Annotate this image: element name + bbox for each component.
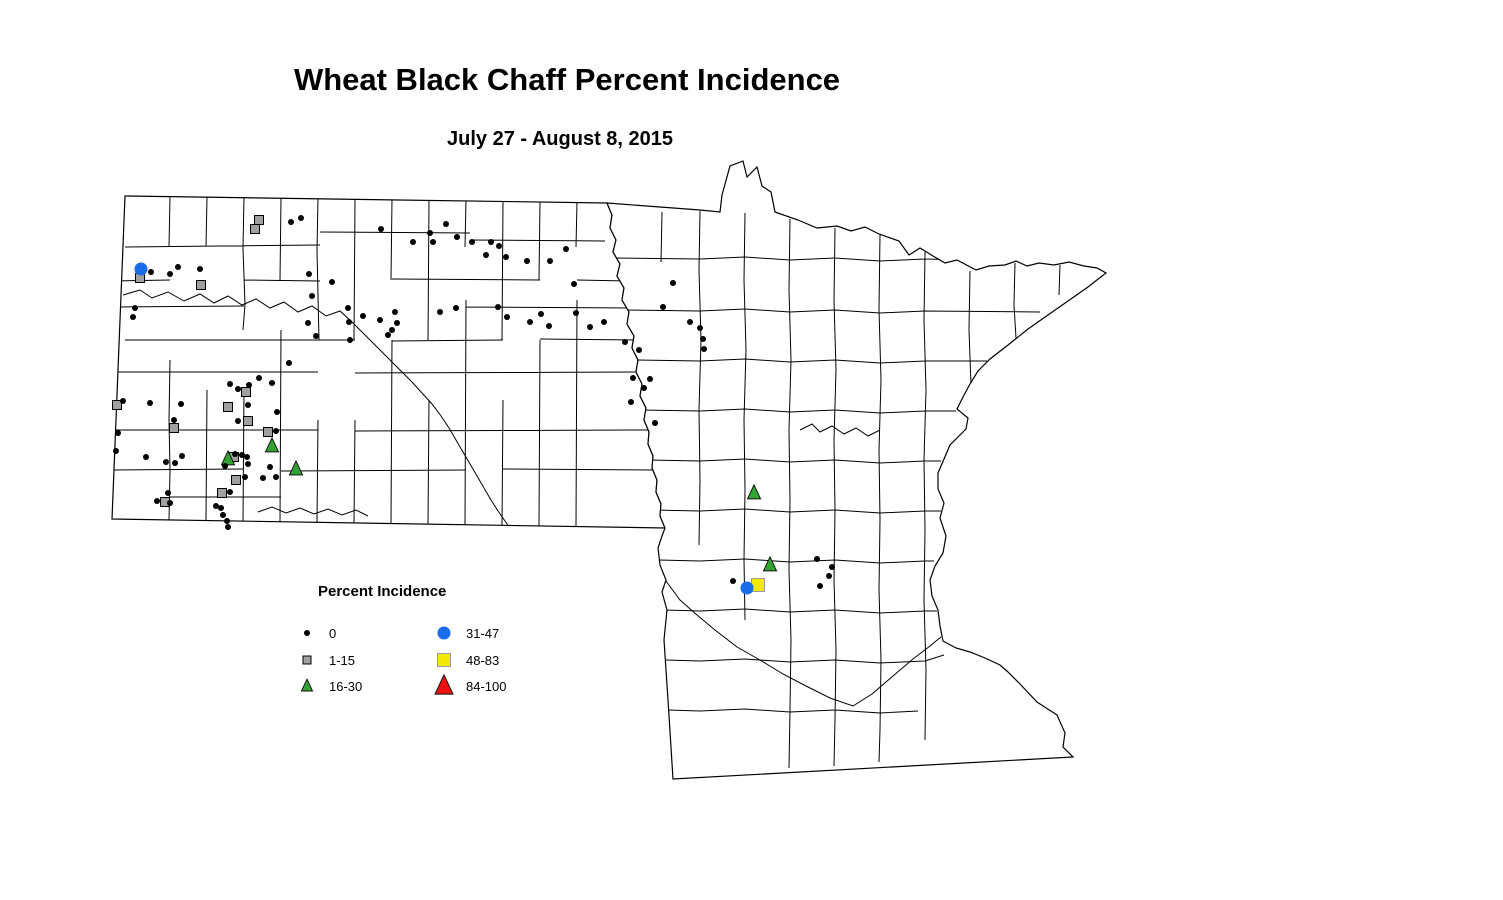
marker-layer [112, 215, 835, 595]
minnesota-shape [606, 160, 1108, 780]
legend-label: 1-15 [329, 652, 356, 668]
legend-label: 16-30 [329, 678, 363, 694]
legend-item-48-83: 48-83 [430, 646, 499, 674]
gray-square-icon [302, 655, 312, 665]
north-dakota-county-lines [112, 196, 656, 528]
legend-label: 0 [329, 625, 337, 641]
blue-circle-icon [437, 626, 451, 640]
legend-title: Percent Incidence [318, 583, 447, 600]
legend-item-16-30: 16-30 [293, 672, 362, 700]
yellow-square-icon [437, 653, 451, 667]
legend-label: 31-47 [466, 625, 500, 641]
red-triangle-icon [434, 673, 454, 695]
legend-label: 84-100 [466, 678, 507, 694]
minnesota-county-lines [614, 210, 1061, 769]
dot-icon [304, 630, 310, 636]
legend-item-0: 0 [293, 619, 336, 647]
map-subtitle: July 27 - August 8, 2015 [446, 128, 674, 150]
map-title: Wheat Black Chaff Percent Incidence [293, 62, 841, 97]
minnesota-river-line [662, 576, 942, 707]
legend-item-1-15: 1-15 [293, 646, 355, 674]
green-triangle-icon [300, 677, 314, 692]
missouri-river-line [122, 289, 511, 528]
legend-item-31-47: 31-47 [430, 619, 499, 647]
legend-label: 48-83 [466, 652, 500, 668]
legend-item-84-100: 84-100 [430, 672, 506, 700]
